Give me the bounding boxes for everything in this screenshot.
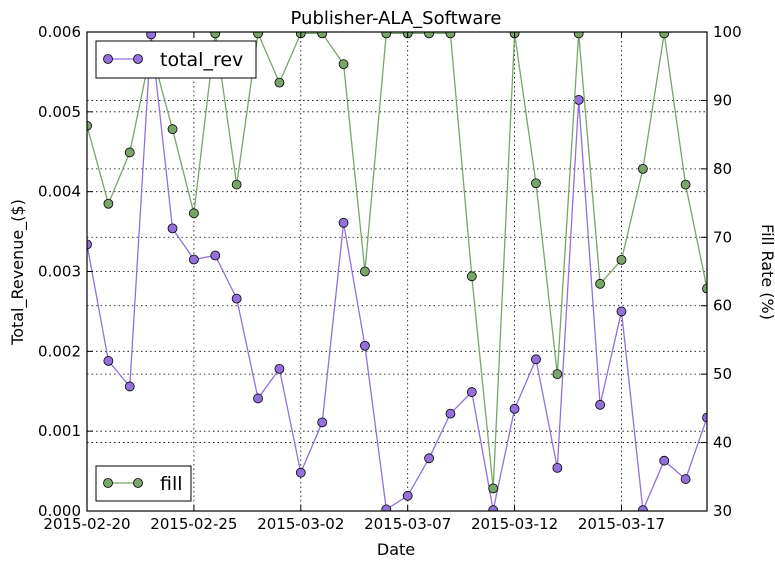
data-point-total-rev [573,94,584,105]
y-axis-title-left: Total_Revenue_($) [8,199,28,346]
x-tick-label: 2015-03-02 [257,515,344,533]
data-point-fill [103,198,114,209]
chart-title: Publisher-ALA_Software [291,8,502,29]
data-point-fill [424,32,434,39]
data-point-total-rev [424,453,434,464]
data-point-fill [445,32,456,39]
data-point-fill [488,483,499,494]
data-point-total-rev [445,408,456,419]
x-tick-label: 2015-03-07 [364,515,451,533]
data-point-fill [338,59,349,70]
y2-tick-label: 70 [713,228,732,246]
y2-tick-label: 80 [713,160,732,178]
data-point-fill [360,266,370,277]
data-point-fill [466,271,477,282]
data-point-fill [317,32,328,39]
series-fill [87,32,707,494]
data-point-total-rev [402,490,413,501]
y-tick-label: 0.002 [38,342,81,360]
y-tick-label: 0.006 [38,23,81,41]
data-point-total-rev [680,474,691,484]
data-point-total-rev [702,412,707,423]
data-point-total-rev [274,363,285,374]
y2-tick-label: 90 [713,91,732,109]
data-point-total-rev [253,393,263,404]
grid-lines [86,31,707,512]
y2-tick-label: 60 [713,297,732,315]
tick-labels: 2015-02-20 2015-02-25 2015-03-02 2015-03-07… [38,23,742,533]
data-point-total-rev [637,505,648,511]
data-point-total-rev [659,455,670,466]
data-point-fill [188,208,199,219]
x-tick-label: 2015-03-12 [471,515,558,533]
legend-total-rev-marker [103,54,113,64]
data-point-fill [531,178,541,189]
y-axis-title-right: Fill Rate (%) [758,224,775,320]
y2-tick-label: 100 [713,23,742,41]
y-tick-label: 0.005 [38,103,81,121]
data-point-total-rev [146,32,157,40]
data-point-fill [616,254,627,265]
data-point-total-rev [552,462,563,473]
data-point-total-rev [381,504,392,511]
y2-tick-label: 40 [713,434,732,452]
data-point-fill [87,120,92,131]
data-point-fill [573,32,584,39]
legend-fill-marker [103,478,113,488]
x-tick-label: 2015-03-17 [578,515,665,533]
data-point-total-rev [338,217,349,228]
series-layer [87,32,707,511]
legend-total-rev-label: total_rev [160,49,243,71]
data-point-fill [637,163,648,174]
data-point-total-rev [103,356,114,366]
data-point-fill [381,32,392,39]
data-point-total-rev [616,306,627,317]
series-total-rev [87,32,707,511]
data-point-total-rev [488,505,499,511]
data-point-total-rev [124,381,135,392]
data-point-total-rev [317,417,328,428]
series-line-fill [87,32,707,489]
data-point-fill [167,124,178,135]
legend-fill: fill [95,465,192,502]
data-point-fill [552,369,563,380]
data-point-total-rev [188,254,199,265]
data-point-total-rev [466,387,477,397]
data-point-total-rev [360,340,370,351]
data-point-fill [680,179,691,190]
data-point-total-rev [509,403,520,414]
y2-tick-label: 50 [713,365,732,383]
x-axis-title: Date [377,540,415,559]
data-point-fill [253,32,263,39]
data-point-total-rev [531,354,541,365]
x-tick-label: 2015-02-25 [150,515,237,533]
data-point-fill [124,147,135,158]
y-tick-label: 0.000 [38,502,81,520]
tick-marks [86,31,707,512]
y-tick-label: 0.001 [38,422,81,440]
x-tick-label: 2015-02-20 [43,515,130,533]
data-point-fill [274,77,285,88]
data-point-total-rev [295,467,306,478]
data-point-total-rev [210,250,221,261]
data-point-fill [659,32,670,39]
legend-total-rev: total_rev [95,40,257,79]
data-point-total-rev [167,223,178,234]
y-tick-label: 0.003 [38,263,81,281]
data-point-total-rev [595,399,606,410]
data-point-fill [210,32,221,39]
data-point-total-rev [231,293,242,304]
data-point-fill [702,283,707,294]
data-point-fill [231,179,242,190]
data-point-fill [595,278,606,289]
legend-fill-label: fill [160,473,183,495]
y-tick-label: 0.004 [38,183,81,201]
series-line-total-rev [87,34,707,511]
legend-total-rev-marker [133,54,143,64]
data-point-total-rev [87,239,92,250]
y2-tick-label: 30 [713,502,732,520]
legend-fill-marker [133,478,143,488]
